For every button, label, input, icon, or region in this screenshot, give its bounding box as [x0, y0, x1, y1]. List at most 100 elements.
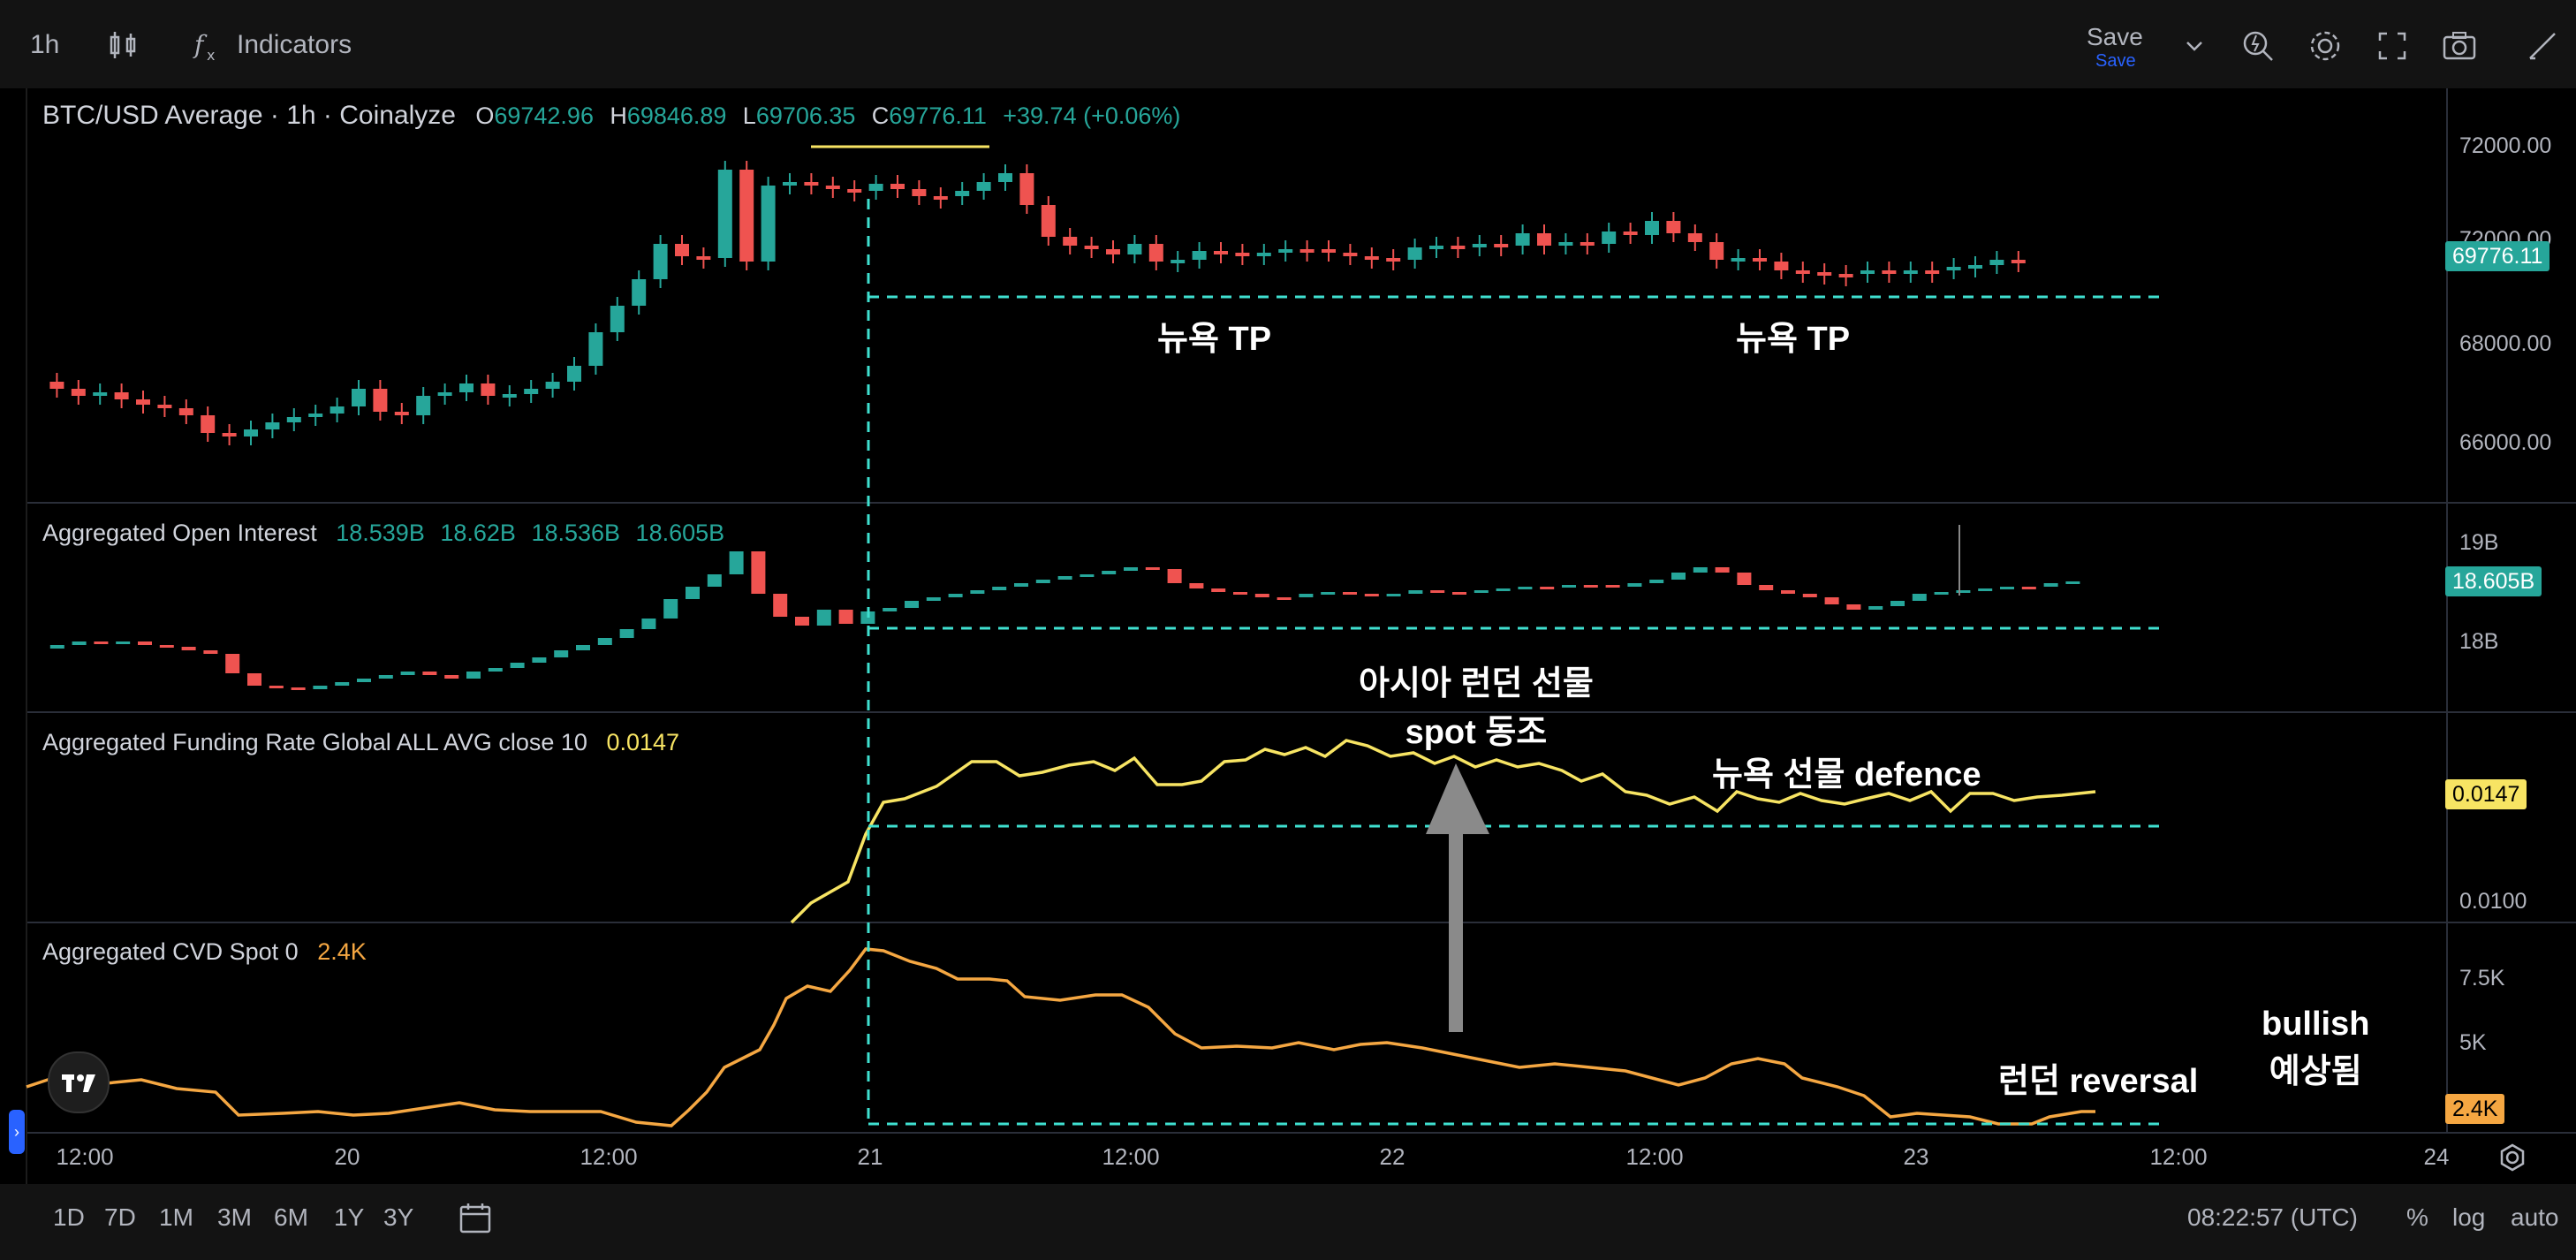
- low-value: 69706.35: [755, 102, 856, 129]
- range-1m-button[interactable]: 1M: [159, 1203, 193, 1231]
- oi-candle: [1715, 567, 1730, 573]
- candles-icon[interactable]: [104, 27, 143, 65]
- tradingview-logo[interactable]: [48, 1051, 110, 1113]
- cvd-value: 2.4K: [317, 938, 367, 965]
- range-7d-button[interactable]: 7D: [104, 1203, 136, 1231]
- price-candle: [1451, 246, 1466, 249]
- low-label: L: [742, 102, 756, 129]
- oi-legend[interactable]: Aggregated Open Interest 18.539B 18.62B …: [42, 520, 724, 547]
- auto-toggle[interactable]: auto: [2511, 1203, 2559, 1231]
- price-label-68000: 68000.00: [2459, 331, 2552, 356]
- oi-title[interactable]: Aggregated Open Interest: [42, 520, 317, 546]
- price-candle: [1946, 267, 1961, 270]
- cvd-legend[interactable]: Aggregated CVD Spot 0 2.4K: [42, 938, 367, 966]
- price-candle: [998, 173, 1012, 182]
- oi-last-badge: 18.605B: [2445, 566, 2542, 596]
- oi-candle: [597, 638, 612, 645]
- price-candle: [761, 186, 776, 262]
- funding-rate-line: [790, 739, 2096, 924]
- price-candle: [933, 196, 948, 200]
- price-candle: [201, 415, 216, 433]
- oi-close: 18.605B: [635, 520, 725, 546]
- range-1d-button[interactable]: 1D: [53, 1203, 85, 1231]
- oi-candle: [707, 574, 722, 587]
- oi-candle: [905, 601, 919, 608]
- x-label: 22: [1379, 1143, 1405, 1170]
- settings-gear-icon[interactable]: [2306, 27, 2345, 65]
- price-candle: [114, 392, 129, 399]
- oi-candle: [488, 668, 503, 672]
- range-6m-button[interactable]: 6M: [274, 1203, 308, 1231]
- price-candle: [847, 189, 862, 193]
- price-candle: [93, 392, 108, 396]
- high-label: H: [610, 102, 627, 129]
- price-candle: [1623, 232, 1638, 235]
- chevron-down-icon[interactable]: [2175, 27, 2214, 65]
- cvd-label-7-5k: 7.5K: [2459, 966, 2505, 991]
- x-label: 20: [334, 1143, 360, 1170]
- save-status: Save: [2095, 51, 2136, 71]
- oi-candle: [225, 654, 240, 673]
- main-legend[interactable]: BTC/USD Average · 1h · Coinalyze O69742.…: [42, 101, 1180, 131]
- funding-legend[interactable]: Aggregated Funding Rate Global ALL AVG c…: [42, 729, 679, 756]
- cvd-title[interactable]: Aggregated CVD Spot 0: [42, 938, 299, 965]
- indicators-button[interactable]: Indicators: [237, 30, 352, 59]
- oi-candle: [1671, 573, 1686, 580]
- guide-lines: [867, 199, 2160, 1126]
- range-3y-button[interactable]: 3Y: [383, 1203, 414, 1231]
- fullscreen-icon[interactable]: [2373, 27, 2412, 65]
- oi-candle: [751, 551, 766, 594]
- range-1y-button[interactable]: 1Y: [334, 1203, 365, 1231]
- oi-candle: [1978, 588, 1993, 591]
- oi-candle: [1321, 592, 1336, 595]
- price-candle: [1925, 270, 1940, 274]
- oi-candle: [970, 590, 985, 594]
- annotation-asia-london: 아시아 런던 선물 spot 동조: [1359, 656, 1594, 753]
- log-toggle[interactable]: log: [2452, 1203, 2486, 1231]
- oi-candle: [1430, 590, 1445, 593]
- annotation-bullish-line1: bullish: [2262, 1006, 2370, 1043]
- oi-candle: [1124, 567, 1138, 571]
- oi-candle: [291, 687, 306, 690]
- price-candle: [825, 186, 840, 189]
- price-candle: [1364, 256, 1379, 260]
- price-candle: [330, 406, 345, 414]
- price-candle: [1278, 249, 1293, 253]
- x-label: 12:00: [2149, 1143, 2208, 1170]
- oi-candle: [1080, 574, 1095, 577]
- price-candle: [1882, 270, 1897, 274]
- percent-toggle[interactable]: %: [2406, 1203, 2428, 1231]
- symbol-title[interactable]: BTC/USD Average · 1h · Coinalyze: [42, 101, 456, 130]
- price-candle: [1795, 270, 1810, 274]
- price-candle: [717, 170, 732, 258]
- scale-settings-icon[interactable]: [2493, 1138, 2532, 1177]
- oi-candle: [1890, 601, 1905, 606]
- chart-area[interactable]: [0, 0, 2576, 1184]
- oi-candle: [1540, 587, 1555, 589]
- drawing-tools-icon[interactable]: [2523, 27, 2562, 65]
- oi-candle: [2000, 587, 2014, 589]
- camera-icon[interactable]: [2440, 27, 2479, 65]
- interval-button[interactable]: 1h: [30, 30, 60, 59]
- annotation-ny-futures: 뉴욕 선물 defence: [1712, 756, 1981, 793]
- oi-candle: [1102, 571, 1117, 574]
- range-3m-button[interactable]: 3M: [217, 1203, 252, 1231]
- quick-search-icon[interactable]: [2239, 27, 2277, 65]
- price-candle: [1989, 260, 2004, 265]
- oi-candle: [1518, 587, 1533, 589]
- cvd-spot-line: [26, 947, 2095, 1127]
- oi-candle: [948, 594, 963, 597]
- close-value: 69776.11: [889, 102, 987, 129]
- funding-title[interactable]: Aggregated Funding Rate Global ALL AVG c…: [42, 729, 587, 755]
- calendar-icon[interactable]: [456, 1198, 495, 1237]
- price-candle: [524, 389, 539, 394]
- oi-candle: [686, 587, 700, 599]
- save-button[interactable]: Save: [2087, 23, 2143, 50]
- price-candle: [459, 383, 474, 392]
- sidebar-toggle-handle[interactable]: ›: [9, 1110, 25, 1154]
- svg-text:x: x: [207, 47, 215, 64]
- utc-clock[interactable]: 08:22:57 (UTC): [2187, 1203, 2358, 1231]
- open-interest-candles: [49, 525, 2080, 690]
- oi-candle: [1299, 594, 1314, 597]
